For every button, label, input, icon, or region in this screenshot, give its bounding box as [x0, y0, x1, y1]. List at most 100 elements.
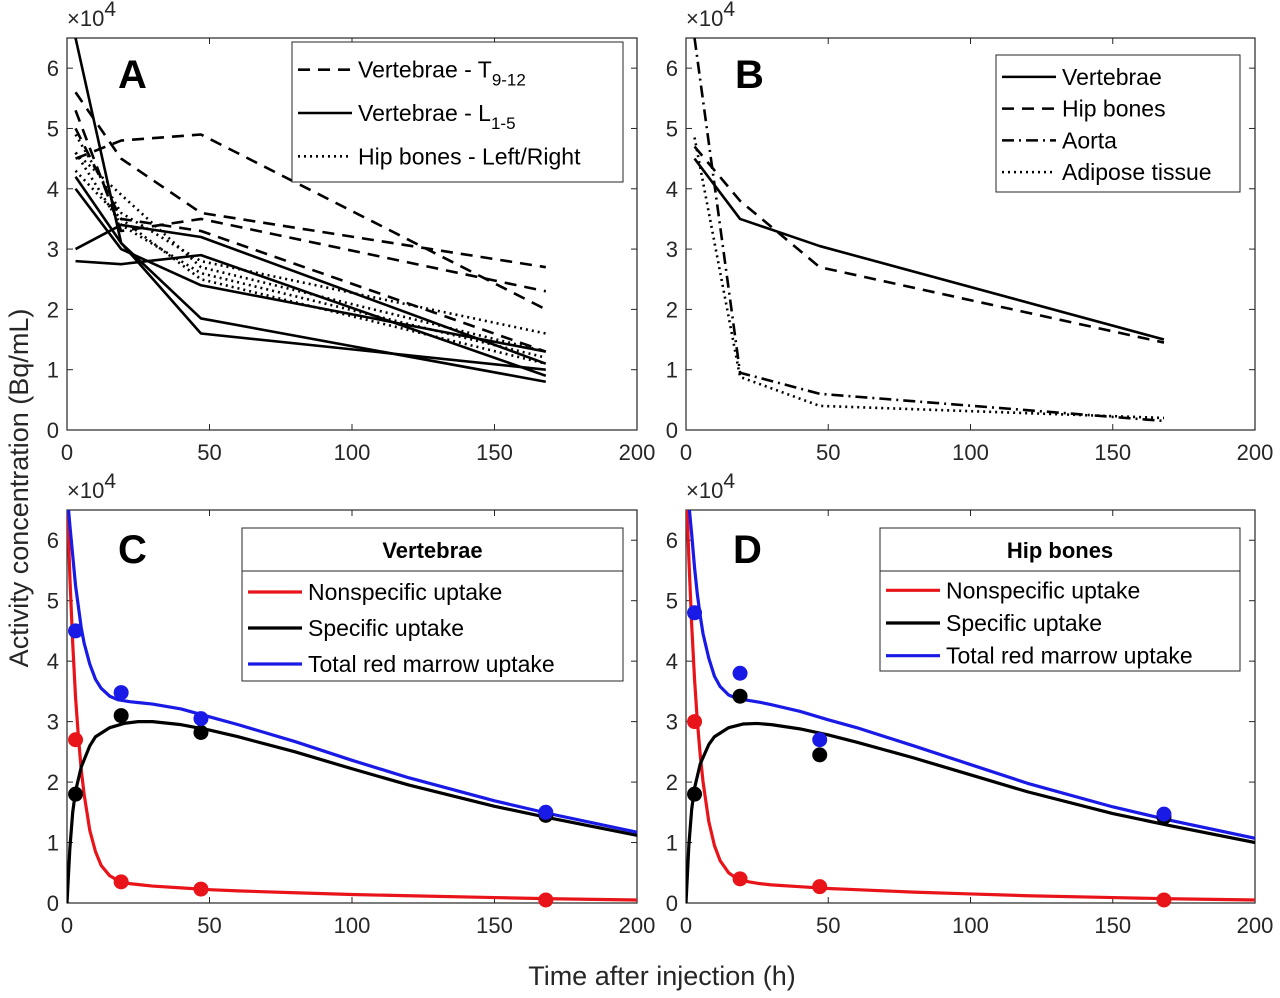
- x-tick-label: 150: [476, 440, 513, 465]
- data-point: [68, 732, 84, 748]
- y-multiplier-label: ×104: [67, 470, 116, 503]
- y-multiplier-base: ×10: [67, 478, 104, 503]
- series-line-dashdot: [693, 38, 1165, 423]
- y-tick-label: 0: [47, 891, 59, 916]
- series-line-solid: [74, 187, 547, 353]
- x-axis-label: Time after injection (h): [528, 961, 796, 991]
- x-tick-label: 100: [334, 913, 371, 938]
- data-point: [1156, 892, 1172, 908]
- y-tick-label: 1: [47, 831, 59, 856]
- x-tick-label: 50: [816, 440, 840, 465]
- legend-entry-label: Vertebrae - L1-5: [358, 100, 516, 133]
- panel-letter: B: [735, 53, 764, 97]
- legend-entry-text: Specific uptake: [946, 610, 1102, 636]
- y-multiplier-exponent: 4: [104, 470, 116, 493]
- fit-curve: [686, 721, 1255, 903]
- y-multiplier-exponent: 4: [723, 0, 735, 21]
- panel-letter: C: [118, 528, 147, 572]
- data-point: [193, 724, 209, 740]
- data-point: [812, 747, 828, 763]
- x-tick-label: 200: [619, 913, 656, 938]
- data-point: [732, 871, 748, 887]
- y-multiplier-exponent: 4: [723, 470, 735, 493]
- data-point: [538, 892, 554, 908]
- plot-area: [74, 38, 547, 384]
- data-point: [732, 665, 748, 681]
- legend-entry-subscript: 1-5: [491, 114, 516, 133]
- y-axis-label: Activity concentration (Bq/mL): [4, 309, 34, 668]
- legend-box: [241, 527, 624, 682]
- y-tick-label: 2: [666, 770, 678, 795]
- legend-entry-label: Specific uptake: [946, 610, 1102, 636]
- x-tick-label: 200: [619, 440, 656, 465]
- legend-entry-label: Total red marrow uptake: [308, 651, 555, 677]
- y-tick-label: 5: [666, 589, 678, 614]
- legend-title: Hip bones: [1007, 538, 1113, 563]
- x-tick-label: 0: [61, 440, 73, 465]
- data-point: [812, 879, 828, 895]
- series-line-dotted: [74, 151, 547, 353]
- x-tick-label: 0: [680, 913, 692, 938]
- legend-entry-text: Specific uptake: [308, 615, 464, 641]
- legend: Vertebrae Hip bones Aorta Adipose tissue: [995, 54, 1241, 193]
- x-tick-label: 50: [197, 913, 221, 938]
- y-tick-label: 4: [666, 649, 678, 674]
- data-point: [193, 881, 209, 897]
- legend-entry-text: Vertebrae - T: [358, 57, 492, 83]
- y-tick-label: 5: [666, 116, 678, 141]
- series-line-dashed: [74, 91, 547, 269]
- series-line-solid: [74, 38, 546, 371]
- legend-entry-text: Hip bones - Left/Right: [358, 143, 581, 169]
- x-tick-label: 50: [816, 913, 840, 938]
- x-tick-label: 150: [1094, 440, 1131, 465]
- data-point: [732, 688, 748, 704]
- y-tick-label: 3: [666, 710, 678, 735]
- data-point: [538, 804, 554, 820]
- plot-area: [693, 38, 1165, 423]
- y-tick-label: 1: [666, 358, 678, 383]
- y-tick-label: 6: [666, 528, 678, 553]
- y-tick-label: 3: [47, 710, 59, 735]
- x-tick-label: 50: [197, 440, 221, 465]
- legend-entry-text: Nonspecific uptake: [946, 577, 1140, 603]
- y-tick-label: 4: [47, 649, 59, 674]
- series-line-dashed: [693, 145, 1165, 344]
- series-line-solid: [75, 253, 547, 377]
- legend-entry-text: Vertebrae - L: [358, 100, 491, 126]
- x-tick-label: 100: [952, 440, 989, 465]
- y-tick-label: 1: [666, 831, 678, 856]
- legend-entry-text: Adipose tissue: [1062, 159, 1212, 185]
- y-tick-label: 2: [666, 297, 678, 322]
- legend-entry-label: Nonspecific uptake: [946, 577, 1140, 603]
- y-tick-label: 0: [666, 891, 678, 916]
- legend-entry-text: Total red marrow uptake: [308, 651, 555, 677]
- series-line-dotted: [74, 133, 547, 335]
- y-tick-label: 2: [47, 770, 59, 795]
- legend-entry-label: Aorta: [1062, 127, 1117, 153]
- legend-entry-text: Hip bones: [1062, 96, 1166, 122]
- legend-entry-text: Nonspecific uptake: [308, 579, 502, 605]
- data-point: [687, 786, 703, 802]
- data-point: [68, 786, 84, 802]
- y-multiplier-label: ×104: [686, 470, 735, 503]
- y-multiplier-base: ×10: [686, 478, 723, 503]
- y-tick-label: 6: [47, 56, 59, 81]
- y-tick-label: 6: [47, 528, 59, 553]
- series-line-dotted: [74, 151, 547, 359]
- y-tick-label: 4: [666, 177, 678, 202]
- x-tick-label: 150: [476, 913, 513, 938]
- legend-entry-label: Hip bones: [1062, 96, 1166, 122]
- data-point: [687, 714, 703, 730]
- y-tick-label: 0: [47, 418, 59, 443]
- y-tick-label: 5: [47, 589, 59, 614]
- series-line-dotted: [74, 169, 547, 365]
- y-tick-label: 4: [47, 177, 59, 202]
- x-tick-label: 150: [1094, 913, 1131, 938]
- y-tick-label: 2: [47, 297, 59, 322]
